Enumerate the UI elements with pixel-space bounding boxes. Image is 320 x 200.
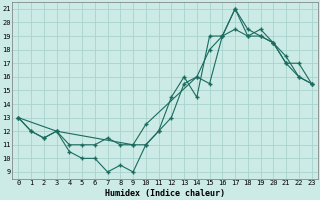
- X-axis label: Humidex (Indice chaleur): Humidex (Indice chaleur): [105, 189, 225, 198]
